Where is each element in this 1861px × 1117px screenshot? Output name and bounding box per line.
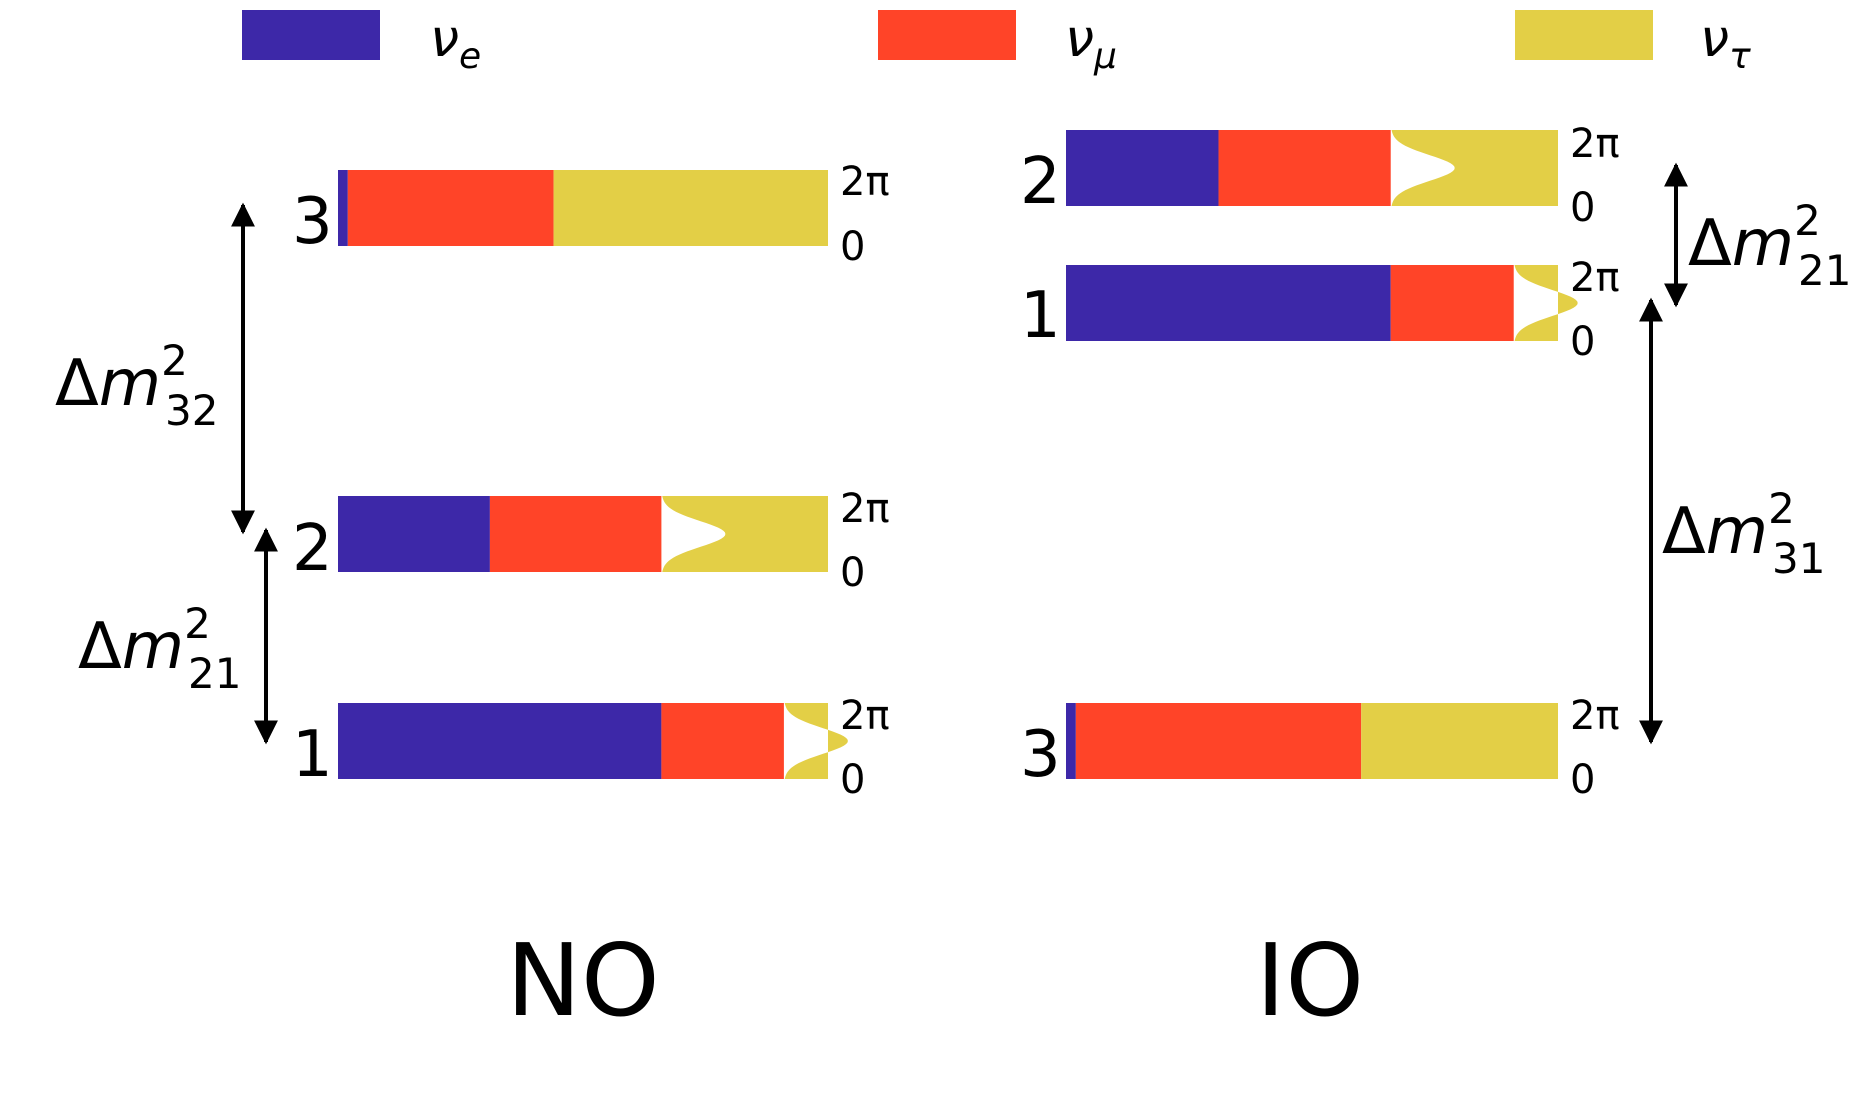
io-level-3-phase-top: 2π — [1570, 693, 1620, 739]
io-level-2-nu-tau-segment — [1390, 130, 1558, 206]
no-dm21-mass: m — [122, 610, 184, 684]
no-level-3-phase-bottom: 0 — [840, 224, 865, 270]
io-level-3-nu-tau-segment — [1361, 703, 1558, 779]
io-level-2-phase-bottom: 0 — [1570, 185, 1595, 231]
no-level-1-phase-bottom: 0 — [840, 757, 865, 803]
io-level-2-phase-top: 2π — [1570, 121, 1620, 167]
no-level-2: 2 2π 0 — [292, 486, 890, 596]
io-level-1: 1 2π 0 — [1020, 255, 1620, 365]
no-level-2-nu-mu-segment — [489, 496, 662, 572]
legend: νe νμ ντ — [242, 9, 1751, 77]
no-level-1: 1 2π 0 — [292, 693, 890, 803]
io-level-3-phase-bottom: 0 — [1570, 757, 1595, 803]
io-dm21-indices: 21 — [1798, 246, 1851, 295]
io-level-1-phase-top: 2π — [1570, 255, 1620, 301]
no-level-2-nu-e-segment — [338, 496, 490, 572]
no-level-1-nu-e-segment — [338, 703, 662, 779]
io-level-3-number: 3 — [1020, 718, 1061, 792]
io-dm21-power: 2 — [1794, 196, 1821, 245]
legend-nu-tau-symbol: ν — [1700, 9, 1729, 69]
no-level-3-phase-top: 2π — [840, 159, 890, 205]
no-level-3-nu-mu-segment — [347, 170, 554, 246]
io-level-3-nu-mu-segment — [1075, 703, 1362, 779]
nu-tau-swatch — [1515, 10, 1653, 60]
no-level-1-phase-top: 2π — [840, 693, 890, 739]
io-level-3: 3 2π 0 — [1020, 693, 1620, 803]
io-level-3-nu-e-segment — [1066, 703, 1076, 779]
io-dm21-mass: m — [1732, 207, 1794, 281]
no-level-2-phase-top: 2π — [840, 486, 890, 532]
legend-nu-tau-subscript: τ — [1729, 36, 1751, 77]
no-dm21-indices: 21 — [188, 649, 241, 698]
io-level-2-nu-e-segment — [1066, 130, 1219, 206]
no-dm32-delta: Δ — [55, 347, 99, 421]
legend-item-nu-tau: ντ — [1515, 9, 1751, 77]
no-dm32-power: 2 — [161, 336, 188, 385]
no-dm21-label: Δm2 21 — [78, 599, 241, 698]
no-title: NO — [506, 922, 660, 1039]
io-level-1-nu-tau-segment — [1513, 265, 1578, 341]
inverted-ordering-panel: 2 2π 0 1 2π 0 3 2π 0 Δm2 21 Δm2 31 IO — [1020, 121, 1851, 1039]
no-level-3-number: 3 — [292, 185, 333, 259]
legend-item-nu-mu: νμ — [878, 9, 1117, 77]
io-dm31-delta: Δ — [1662, 495, 1706, 569]
io-level-3-flavor-bar — [1066, 703, 1558, 779]
no-level-2-flavor-bar — [338, 496, 828, 572]
io-dm21-label: Δm2 21 — [1688, 196, 1851, 295]
legend-item-nu-e: νe — [242, 9, 481, 77]
io-level-1-nu-mu-segment — [1390, 265, 1514, 341]
svg-text:ντ: ντ — [1700, 9, 1751, 77]
io-dm31-indices: 31 — [1772, 534, 1825, 583]
no-level-2-number: 2 — [292, 512, 333, 586]
no-dm21-delta: Δ — [78, 610, 122, 684]
nu-mu-swatch — [878, 10, 1016, 60]
no-level-3-nu-e-segment — [338, 170, 348, 246]
normal-ordering-panel: 3 2π 0 2 2π 0 1 2π 0 Δm2 32 Δm2 21 NO — [55, 159, 890, 1039]
nu-e-swatch — [242, 10, 380, 60]
io-level-2-number: 2 — [1020, 145, 1061, 219]
no-level-1-number: 1 — [292, 718, 333, 792]
no-level-2-phase-bottom: 0 — [840, 550, 865, 596]
io-title: IO — [1256, 922, 1364, 1039]
no-level-1-nu-tau-segment — [783, 703, 848, 779]
io-dm31-label: Δm2 31 — [1662, 484, 1825, 583]
io-level-1-nu-e-segment — [1066, 265, 1391, 341]
no-level-1-flavor-bar — [338, 703, 848, 779]
svg-text:νμ: νμ — [1065, 9, 1117, 77]
io-level-2-nu-mu-segment — [1218, 130, 1391, 206]
legend-nu-mu-symbol: ν — [1065, 9, 1094, 69]
no-dm32-indices: 32 — [165, 386, 218, 435]
no-dm21-power: 2 — [184, 599, 211, 648]
no-dm32-label: Δm2 32 — [55, 336, 218, 435]
no-level-1-nu-mu-segment — [661, 703, 784, 779]
legend-nu-e-subscript: e — [459, 36, 481, 77]
no-level-2-nu-tau-segment — [661, 496, 828, 572]
no-level-3: 3 2π 0 — [292, 159, 890, 270]
io-dm21-delta: Δ — [1688, 207, 1732, 281]
no-level-3-nu-tau-segment — [553, 170, 828, 246]
io-level-1-number: 1 — [1020, 279, 1061, 353]
io-level-2-flavor-bar — [1066, 130, 1558, 206]
io-dm31-power: 2 — [1768, 484, 1795, 533]
svg-text:νe: νe — [430, 9, 481, 77]
no-level-3-flavor-bar — [338, 170, 828, 246]
io-level-1-flavor-bar — [1066, 265, 1578, 341]
no-dm32-mass: m — [99, 347, 161, 421]
io-dm31-mass: m — [1706, 495, 1768, 569]
legend-nu-mu-subscript: μ — [1093, 36, 1117, 77]
io-level-2: 2 2π 0 — [1020, 121, 1620, 231]
legend-nu-e-symbol: ν — [430, 9, 459, 69]
io-level-1-phase-bottom: 0 — [1570, 319, 1595, 365]
